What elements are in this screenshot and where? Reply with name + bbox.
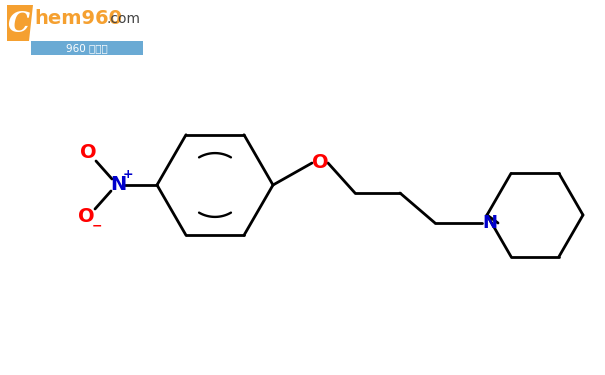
Text: −: − xyxy=(92,219,102,232)
Text: C: C xyxy=(8,10,30,38)
Text: O: O xyxy=(80,144,96,162)
Polygon shape xyxy=(7,5,33,41)
Text: O: O xyxy=(77,207,94,226)
Polygon shape xyxy=(31,41,143,55)
Text: 960 化工网: 960 化工网 xyxy=(66,43,108,53)
Text: N: N xyxy=(110,176,126,195)
Text: .com: .com xyxy=(106,12,140,26)
Text: hem960: hem960 xyxy=(34,9,122,28)
Text: N: N xyxy=(483,214,497,232)
Text: O: O xyxy=(312,153,329,173)
Text: +: + xyxy=(123,168,133,182)
